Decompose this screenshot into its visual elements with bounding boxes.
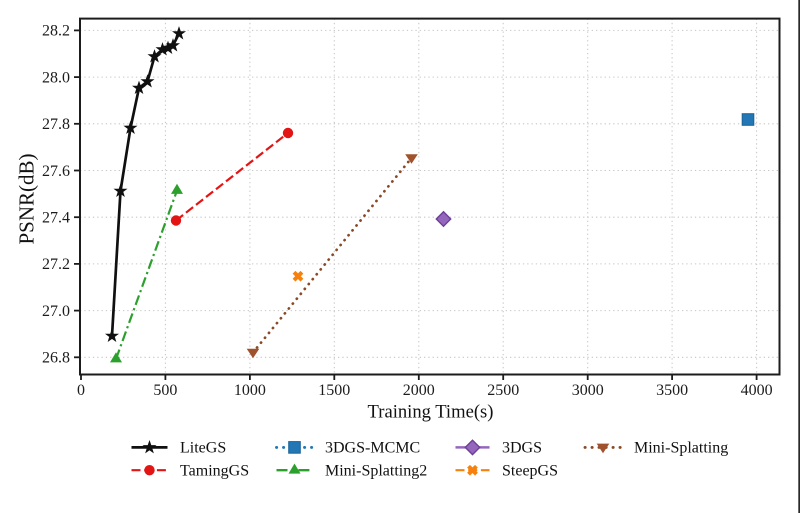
svg-text:LiteGS: LiteGS bbox=[180, 440, 226, 457]
svg-text:3DGS: 3DGS bbox=[502, 440, 542, 457]
svg-text:Mini-Splatting: Mini-Splatting bbox=[634, 440, 728, 457]
svg-text:PSNR(dB): PSNR(dB) bbox=[15, 153, 39, 244]
svg-text:2500: 2500 bbox=[487, 382, 519, 399]
svg-text:Training Time(s): Training Time(s) bbox=[368, 401, 494, 422]
svg-text:27.8: 27.8 bbox=[42, 116, 70, 133]
svg-text:28.2: 28.2 bbox=[42, 23, 70, 40]
svg-text:27.2: 27.2 bbox=[42, 256, 70, 273]
svg-text:27.0: 27.0 bbox=[42, 303, 70, 320]
svg-text:28.0: 28.0 bbox=[42, 69, 70, 86]
svg-text:4000: 4000 bbox=[741, 382, 773, 399]
svg-text:3500: 3500 bbox=[656, 382, 688, 399]
svg-text:0: 0 bbox=[77, 382, 85, 399]
svg-text:SteepGS: SteepGS bbox=[502, 462, 558, 479]
svg-text:1500: 1500 bbox=[318, 382, 350, 399]
svg-text:TamingGS: TamingGS bbox=[180, 462, 249, 479]
svg-text:27.4: 27.4 bbox=[42, 210, 70, 227]
svg-text:26.8: 26.8 bbox=[42, 350, 70, 367]
svg-text:27.6: 27.6 bbox=[42, 163, 70, 180]
svg-text:2000: 2000 bbox=[403, 382, 435, 399]
svg-text:1000: 1000 bbox=[234, 382, 266, 399]
svg-text:3000: 3000 bbox=[572, 382, 604, 399]
svg-text:500: 500 bbox=[153, 382, 177, 399]
svg-text:Mini-Splatting2: Mini-Splatting2 bbox=[325, 462, 427, 479]
svg-text:3DGS-MCMC: 3DGS-MCMC bbox=[325, 440, 420, 457]
